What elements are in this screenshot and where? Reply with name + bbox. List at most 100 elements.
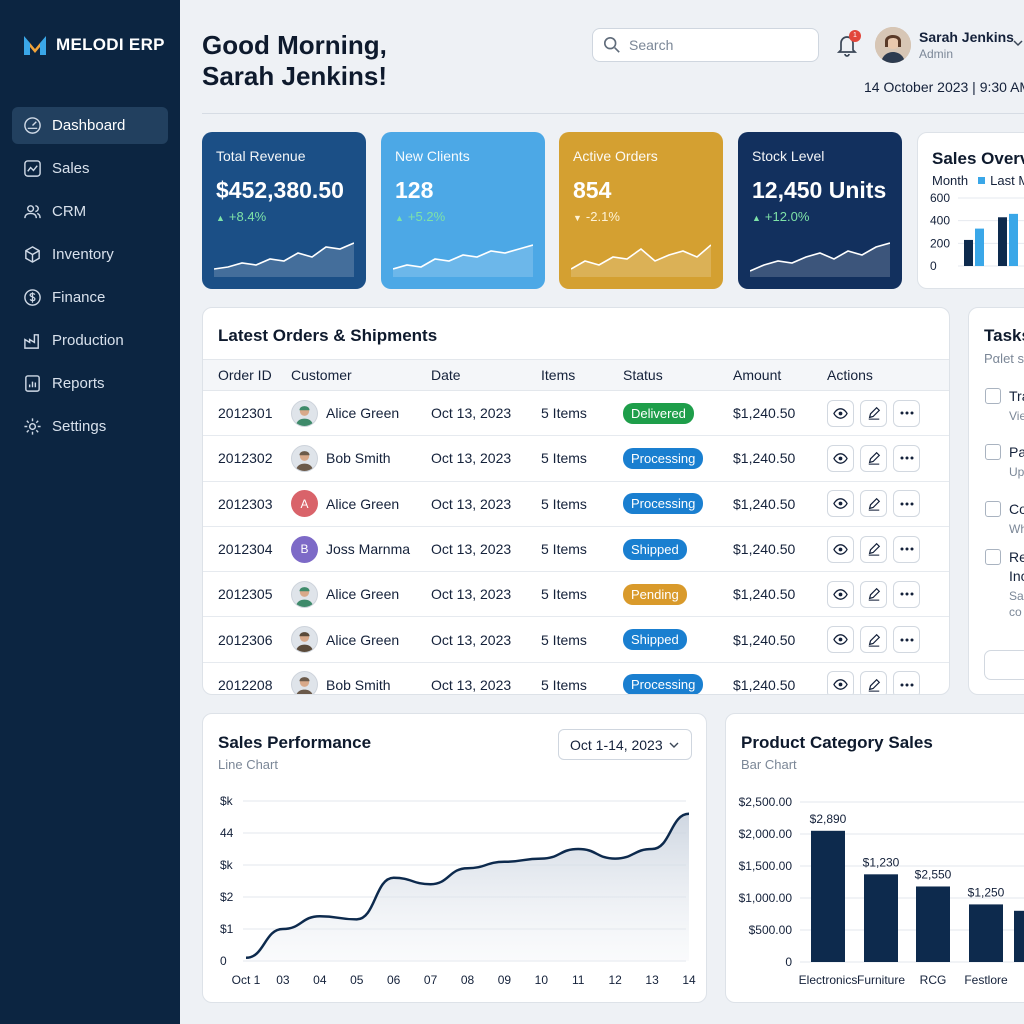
task-checkbox[interactable] [985,444,1001,460]
more-button[interactable] [893,444,920,472]
sidebar-item-reports[interactable]: Reports [12,365,168,402]
tasks-action-button[interactable] [984,650,1024,680]
order-amount: $1,240.50 [733,435,827,482]
tasks-subtitle: Pαlet s [984,351,1024,366]
table-row[interactable]: 2012302 Bob Smith Oct 13, 2023 5 Items Proce… [203,435,949,482]
edit-button[interactable] [860,580,887,608]
search-input[interactable]: Search [629,37,674,53]
task-checkbox[interactable] [985,501,1001,517]
kpi-card-stock-level[interactable]: Stock Level 12,450 Units ▲ +12.0% [738,132,902,289]
column-header[interactable]: Customer [291,359,431,391]
sidebar-item-sales[interactable]: Sales [12,150,168,187]
x-tick-label: 14 [682,973,696,987]
view-button[interactable] [827,671,854,694]
task-checkbox[interactable] [985,388,1001,404]
sidebar-item-dashboard[interactable]: Dashboard [12,107,168,144]
orders-title: Latest Orders & Shipments [218,326,438,345]
sidebar-item-finance[interactable]: Finance [12,279,168,316]
app-logo[interactable]: MELODI ERP [22,33,165,57]
x-tick-label: 04 [313,973,327,987]
chevron-down-icon [669,742,679,748]
edit-button[interactable] [860,535,887,563]
chevron-down-icon[interactable] [1013,38,1023,48]
order-id: 2012305 [203,571,291,618]
date-range-select[interactable]: Oct 1-14, 2023 [558,729,692,760]
view-button[interactable] [827,490,854,518]
edit-button[interactable] [860,490,887,518]
customer-avatar [291,580,318,608]
edit-button[interactable] [860,444,887,472]
actions-cell [827,571,949,618]
user-avatar[interactable] [875,27,911,63]
edit-button[interactable] [860,671,887,694]
more-button[interactable] [893,580,920,608]
sales-line-chart: $k 44 $k $2 $1 0 Oct 1 03 04 05 06 07 08 09 10 11 12 13 14 [220,794,696,987]
sidebar-item-production[interactable]: Production [12,322,168,359]
table-row[interactable]: 2012303 A Alice Green Oct 13, 2023 5 Items Pr… [203,481,949,527]
column-header[interactable]: Amount [733,359,827,391]
gear-icon [24,418,41,435]
table-row[interactable]: 2012301 Alice Green Oct 13, 2023 5 Items Del… [203,390,949,437]
sidebar-item-settings[interactable]: Settings [12,408,168,445]
table-row[interactable]: 2012208 Bob Smith Oct 13, 2023 5 Items Proce… [203,662,949,694]
view-button[interactable] [827,535,854,563]
kpi-card-active-orders[interactable]: Active Orders 854 ▼ -2.1% [559,132,723,289]
kpi-card-total-revenue[interactable]: Total Revenue $452,380.50 ▲ +8.4% [202,132,366,289]
category-bar-chart: $2,500.00 $2,000.00 $1,500.00 $1,000.00 $500… [739,795,1024,987]
task-item[interactable]: Tra Vie [985,388,1024,423]
task-item[interactable]: Pa Up [985,444,1024,479]
column-header[interactable]: Actions [827,359,949,391]
view-button[interactable] [827,399,854,427]
users-icon [24,205,41,219]
notification-badge: 1 [849,30,861,42]
table-row[interactable]: 2012304 B Joss Marnma Oct 13, 2023 5 Items Sh… [203,526,949,573]
customer-name: Alice Green [326,586,400,603]
kpi-change: ▲ +12.0% [752,209,888,224]
y-tick-label: $1,500.00 [739,859,793,873]
status-badge: Processing [623,493,704,515]
more-button[interactable] [893,626,920,654]
task-item[interactable]: Re Inc Sa co [985,549,1024,619]
edit-button[interactable] [860,399,887,427]
kpi-value: $452,380.50 [216,177,344,203]
kpi-label: Active Orders [573,148,658,164]
more-button[interactable] [893,399,920,427]
order-date: Oct 13, 2023 [431,390,541,437]
task-title: Pa [1009,444,1024,460]
y-tick-label: 200 [930,236,950,250]
search-box[interactable]: Search [592,28,819,62]
actions-cell [827,390,949,437]
view-button[interactable] [827,580,854,608]
sidebar-item-crm[interactable]: CRM [12,193,168,230]
more-horizontal-icon [900,547,913,551]
column-header[interactable]: Order ID [203,359,291,391]
more-button[interactable] [893,535,920,563]
order-id: 2012304 [203,526,291,573]
greeting-line-1: Good Morning, [202,30,387,60]
y-tick-label: $500.00 [749,923,793,937]
task-checkbox[interactable] [985,549,1001,565]
order-amount: $1,240.50 [733,616,827,663]
column-header[interactable]: Status [623,359,733,391]
y-tick-label: $k [220,858,234,872]
customer-name: Alice Green [326,631,400,648]
column-header[interactable]: Items [541,359,623,391]
order-date: Oct 13, 2023 [431,616,541,663]
table-row[interactable]: 2012305 Alice Green Oct 13, 2023 5 Items Pen… [203,571,949,618]
kpi-value: 854 [573,177,612,203]
sidebar-item-label: Inventory [52,246,114,263]
y-tick-label: 44 [220,826,234,840]
column-header[interactable]: Date [431,359,541,391]
sidebar-item-inventory[interactable]: Inventory [12,236,168,273]
view-button[interactable] [827,444,854,472]
edit-button[interactable] [860,626,887,654]
task-item[interactable]: Co Wh [985,501,1024,536]
kpi-card-new-clients[interactable]: New Clients 128 ▲ +5.2% [381,132,545,289]
more-button[interactable] [893,671,920,694]
view-button[interactable] [827,626,854,654]
table-row[interactable]: 2012306 Alice Green Oct 13, 2023 5 Items Shi… [203,616,949,663]
more-button[interactable] [893,490,920,518]
kpi-change: ▲ +8.4% [216,209,352,224]
task-sub-line2: co [1009,605,1022,619]
pencil-icon [868,452,880,466]
